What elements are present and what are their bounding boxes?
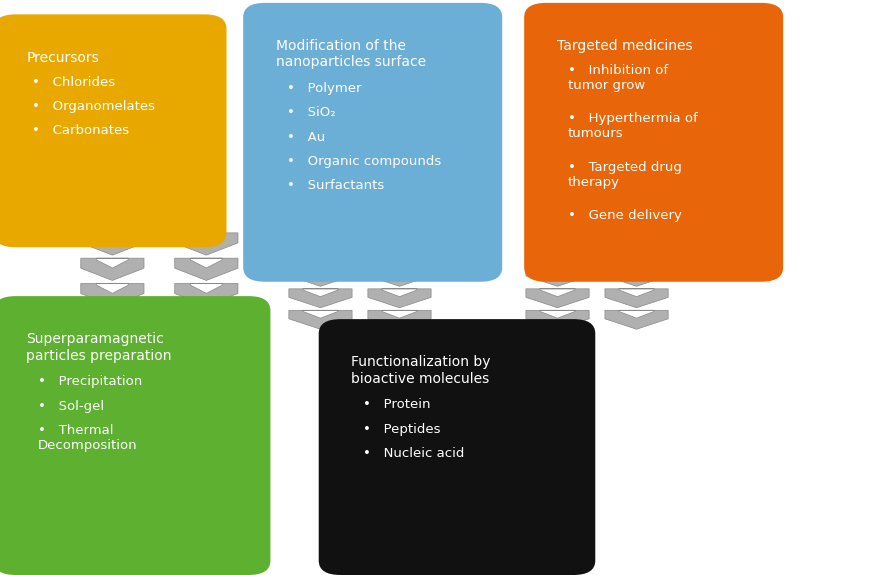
PathPatch shape bbox=[525, 267, 588, 286]
Text: Precursors: Precursors bbox=[26, 51, 99, 64]
Text: •   Inhibition of
tumor grow: • Inhibition of tumor grow bbox=[567, 64, 667, 92]
PathPatch shape bbox=[367, 289, 431, 308]
Text: •   Sol-gel: • Sol-gel bbox=[38, 400, 103, 413]
Text: •   Thermal
Decomposition: • Thermal Decomposition bbox=[38, 424, 137, 452]
PathPatch shape bbox=[367, 310, 431, 329]
PathPatch shape bbox=[289, 310, 352, 329]
FancyBboxPatch shape bbox=[243, 3, 502, 282]
Text: •   Au: • Au bbox=[287, 131, 325, 144]
PathPatch shape bbox=[604, 289, 667, 308]
PathPatch shape bbox=[175, 283, 238, 306]
PathPatch shape bbox=[525, 289, 588, 308]
PathPatch shape bbox=[525, 310, 588, 329]
Text: Functionalization by
bioactive molecules: Functionalization by bioactive molecules bbox=[351, 355, 490, 386]
FancyBboxPatch shape bbox=[0, 296, 270, 575]
FancyBboxPatch shape bbox=[524, 3, 782, 282]
Text: •   Organic compounds: • Organic compounds bbox=[287, 155, 441, 168]
Text: •   Polymer: • Polymer bbox=[287, 82, 361, 95]
PathPatch shape bbox=[604, 310, 667, 329]
Text: Modification of the
nanoparticles surface: Modification of the nanoparticles surfac… bbox=[275, 39, 425, 70]
PathPatch shape bbox=[81, 283, 144, 306]
PathPatch shape bbox=[289, 289, 352, 308]
FancyBboxPatch shape bbox=[0, 14, 226, 247]
Text: •   Precipitation: • Precipitation bbox=[38, 375, 142, 389]
Text: •   Targeted drug
therapy: • Targeted drug therapy bbox=[567, 160, 681, 189]
Text: •   Protein: • Protein bbox=[362, 398, 430, 412]
Text: •   Gene delivery: • Gene delivery bbox=[567, 209, 681, 222]
Text: •   Hyperthermia of
tumours: • Hyperthermia of tumours bbox=[567, 113, 697, 140]
Text: •   Chlorides: • Chlorides bbox=[32, 75, 115, 89]
PathPatch shape bbox=[175, 233, 238, 255]
Text: •   Carbonates: • Carbonates bbox=[32, 124, 129, 137]
PathPatch shape bbox=[604, 267, 667, 286]
Text: •   SiO₂: • SiO₂ bbox=[287, 106, 335, 120]
Text: •   Organomelates: • Organomelates bbox=[32, 100, 154, 113]
FancyBboxPatch shape bbox=[318, 319, 595, 575]
PathPatch shape bbox=[289, 267, 352, 286]
Text: •   Peptides: • Peptides bbox=[362, 423, 439, 436]
PathPatch shape bbox=[81, 258, 144, 281]
PathPatch shape bbox=[367, 267, 431, 286]
Text: •   Nucleic acid: • Nucleic acid bbox=[362, 447, 463, 460]
PathPatch shape bbox=[175, 258, 238, 281]
Text: Superparamagnetic
particles preparation: Superparamagnetic particles preparation bbox=[26, 332, 172, 363]
Text: Targeted medicines: Targeted medicines bbox=[556, 39, 691, 53]
PathPatch shape bbox=[81, 233, 144, 255]
Text: •   Surfactants: • Surfactants bbox=[287, 179, 384, 192]
